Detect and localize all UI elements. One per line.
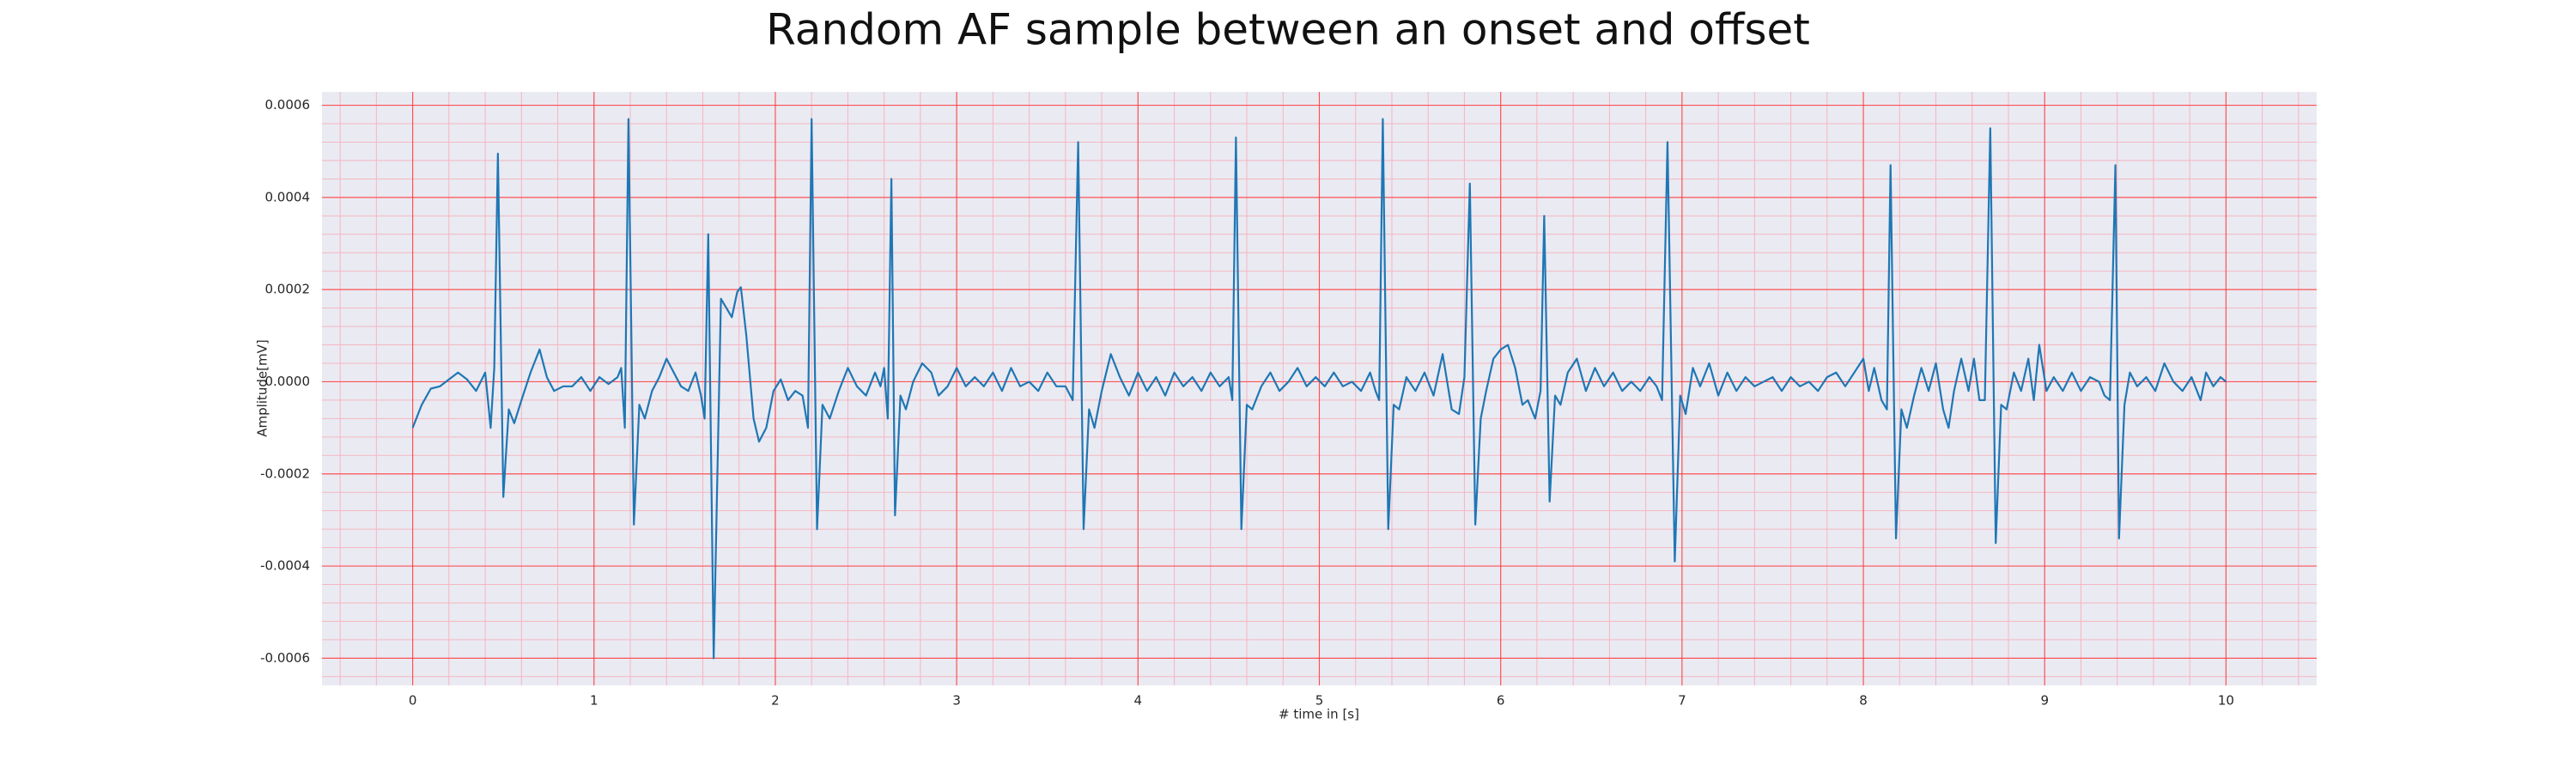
x-tick-label: 2 xyxy=(771,693,780,709)
x-tick-label: 8 xyxy=(1859,693,1868,709)
y-tick-label: 0.0006 xyxy=(265,97,311,113)
x-tick-label: 3 xyxy=(952,693,961,709)
x-tick-label: 6 xyxy=(1497,693,1505,709)
signal-line xyxy=(411,118,2227,660)
y-tick-label: 0.0000 xyxy=(265,374,311,389)
series xyxy=(411,118,2227,660)
y-tick-label: -0.0002 xyxy=(260,466,310,481)
tick-labels: 0 1 2 3 4 5 6 7 8 9 10 -0.0006 -0.0004 -0.0002 0.0000 0… xyxy=(260,97,2234,708)
y-tick-label: -0.0004 xyxy=(260,558,310,574)
y-tick-label: 0.0002 xyxy=(265,282,311,297)
x-tick-label: 4 xyxy=(1134,693,1143,709)
x-tick-label: 0 xyxy=(409,693,417,709)
x-axis-label: # time in [s] xyxy=(1279,707,1359,722)
y-tick-label: -0.0006 xyxy=(260,650,310,666)
x-tick-label: 10 xyxy=(2218,693,2234,709)
x-tick-label: 9 xyxy=(2040,693,2049,709)
y-axis-label: Amplitude[mV] xyxy=(255,339,270,436)
x-tick-label: 1 xyxy=(590,693,598,709)
x-tick-label: 5 xyxy=(1315,693,1324,709)
x-tick-label: 7 xyxy=(1678,693,1686,709)
y-tick-label: 0.0004 xyxy=(265,189,311,204)
chart-title: Random AF sample between an onset and of… xyxy=(766,5,1810,55)
